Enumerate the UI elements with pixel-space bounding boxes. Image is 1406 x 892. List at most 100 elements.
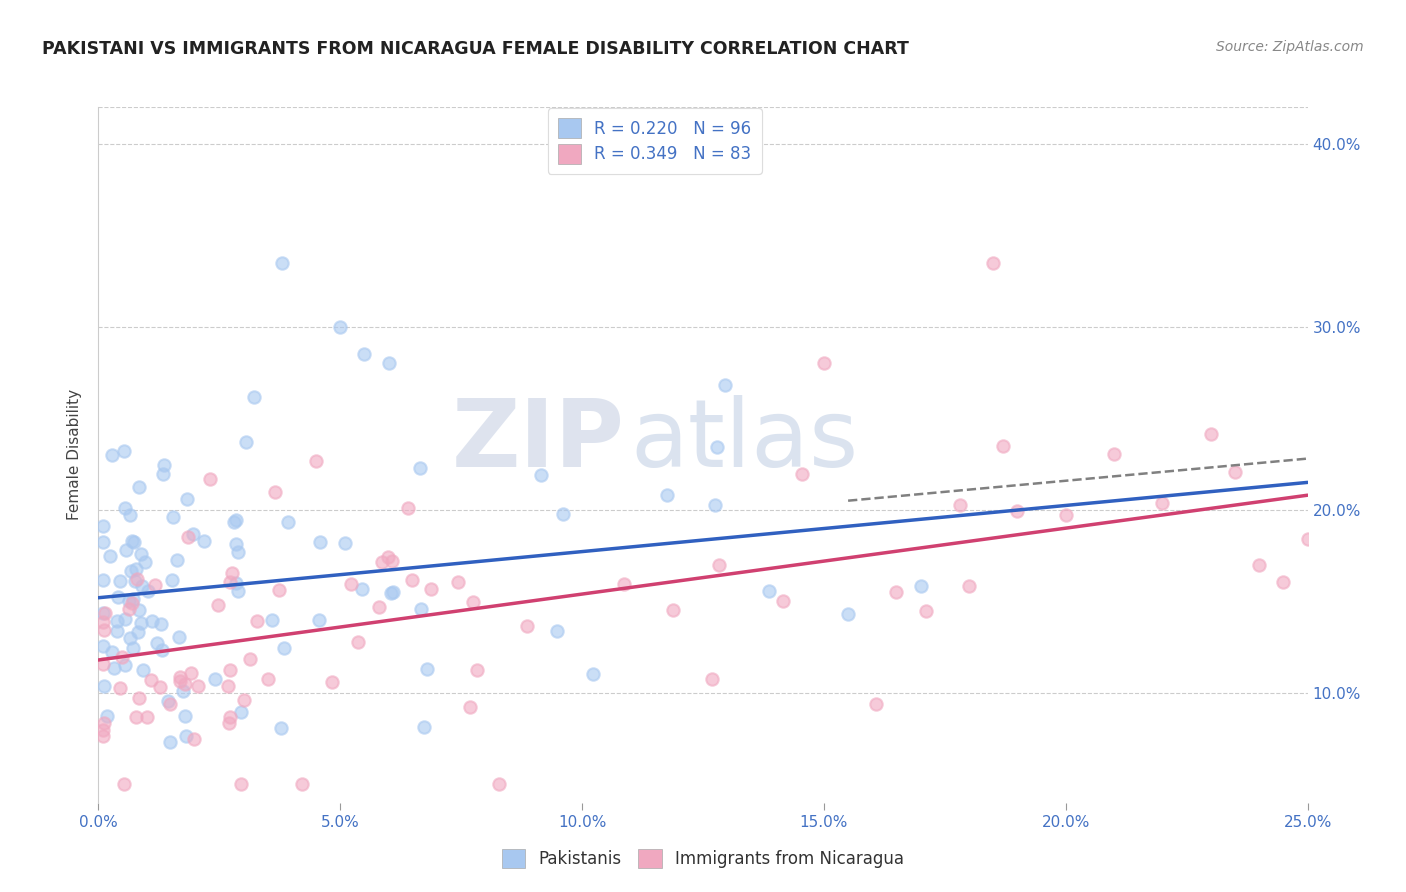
Point xyxy=(957,579,980,593)
Point xyxy=(915,604,938,618)
Text: Source: ZipAtlas.com: Source: ZipAtlas.com xyxy=(1216,40,1364,54)
Point xyxy=(118,602,141,616)
Point xyxy=(114,657,136,672)
Point xyxy=(219,710,242,724)
Point xyxy=(401,573,423,587)
Point xyxy=(305,454,328,468)
Point xyxy=(91,639,114,653)
Legend: R = 0.220   N = 96, R = 0.349   N = 83: R = 0.220 N = 96, R = 0.349 N = 83 xyxy=(548,109,762,174)
Point xyxy=(218,715,240,730)
Point xyxy=(910,579,932,593)
Point xyxy=(128,480,150,494)
Point xyxy=(655,488,678,502)
Point xyxy=(132,663,155,677)
Point xyxy=(110,574,132,588)
Point xyxy=(242,390,264,404)
Point xyxy=(271,255,294,269)
Point xyxy=(381,554,404,568)
Point xyxy=(700,672,723,686)
Point xyxy=(264,484,287,499)
Point xyxy=(183,732,205,747)
Text: PAKISTANI VS IMMIGRANTS FROM NICARAGUA FEMALE DISABILITY CORRELATION CHART: PAKISTANI VS IMMIGRANTS FROM NICARAGUA F… xyxy=(42,40,910,58)
Point xyxy=(218,679,240,693)
Point xyxy=(396,501,419,516)
Point xyxy=(1296,532,1319,546)
Point xyxy=(93,623,115,637)
Point xyxy=(409,460,432,475)
Point xyxy=(153,458,176,473)
Point xyxy=(1152,496,1174,510)
Point xyxy=(277,515,299,529)
Point xyxy=(114,501,136,516)
Point xyxy=(91,615,114,629)
Point xyxy=(219,574,242,589)
Point xyxy=(368,599,391,614)
Point xyxy=(329,319,352,334)
Point xyxy=(226,545,249,559)
Point xyxy=(886,585,908,599)
Point xyxy=(546,624,568,638)
Point xyxy=(267,583,290,598)
Point xyxy=(121,533,143,548)
Point xyxy=(1223,465,1246,479)
Point xyxy=(131,579,153,593)
Point xyxy=(229,706,252,720)
Point xyxy=(169,673,191,688)
Point xyxy=(530,467,553,482)
Point xyxy=(100,448,122,462)
Point xyxy=(139,673,162,688)
Point xyxy=(416,662,439,676)
Point xyxy=(308,614,330,628)
Point xyxy=(120,508,142,523)
Point xyxy=(226,583,249,598)
Point xyxy=(173,709,195,723)
Point xyxy=(143,578,166,592)
Point xyxy=(111,650,134,665)
Point xyxy=(122,592,145,607)
Point xyxy=(162,510,184,524)
Point xyxy=(813,356,835,370)
Point xyxy=(193,534,215,549)
Text: ZIP: ZIP xyxy=(451,395,624,487)
Point xyxy=(152,467,174,481)
Point xyxy=(127,624,149,639)
Point xyxy=(134,556,156,570)
Point xyxy=(146,636,169,650)
Point xyxy=(91,573,114,587)
Point xyxy=(1102,447,1125,461)
Point xyxy=(103,660,125,674)
Point xyxy=(991,439,1014,453)
Point xyxy=(167,630,190,644)
Point xyxy=(582,667,605,681)
Point xyxy=(180,666,202,681)
Point xyxy=(1249,558,1271,572)
Legend: Pakistanis, Immigrants from Nicaragua: Pakistanis, Immigrants from Nicaragua xyxy=(495,842,911,875)
Point xyxy=(93,679,115,693)
Point xyxy=(108,681,131,695)
Point xyxy=(262,613,284,627)
Point xyxy=(160,573,183,587)
Point xyxy=(488,777,510,791)
Point xyxy=(131,616,153,631)
Point xyxy=(91,723,114,737)
Point xyxy=(91,518,114,533)
Point xyxy=(91,657,114,671)
Point xyxy=(1007,504,1029,518)
Point xyxy=(235,435,257,450)
Point xyxy=(91,729,114,743)
Point xyxy=(239,651,262,665)
Point xyxy=(122,640,145,655)
Point xyxy=(91,606,114,620)
Point xyxy=(118,594,141,608)
Point xyxy=(1199,426,1222,441)
Point xyxy=(714,377,737,392)
Point xyxy=(233,692,256,706)
Point xyxy=(1272,575,1295,590)
Point xyxy=(107,590,129,604)
Point xyxy=(150,643,173,657)
Point xyxy=(222,516,245,530)
Point xyxy=(121,596,143,610)
Point xyxy=(613,576,636,591)
Point xyxy=(321,674,343,689)
Point xyxy=(346,634,368,648)
